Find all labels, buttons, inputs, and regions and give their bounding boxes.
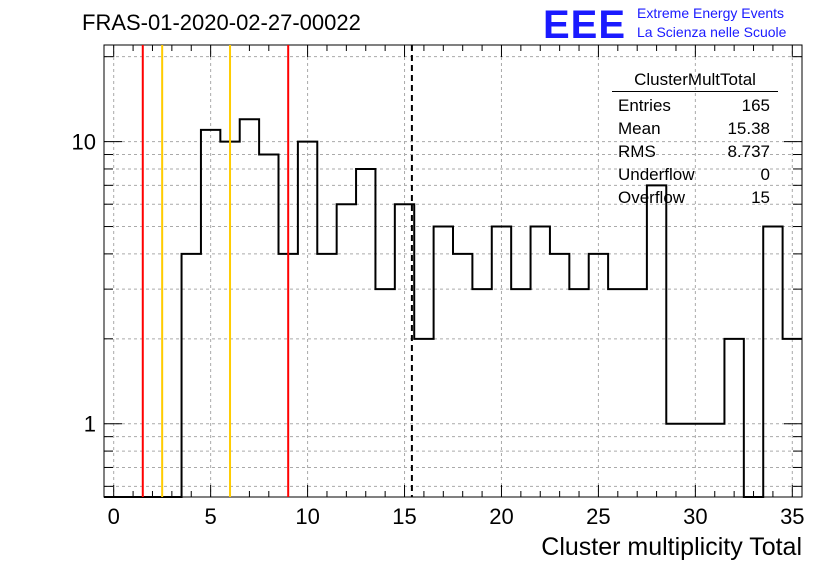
- histogram-series: [104, 118, 802, 498]
- stats-title: ClusterMultTotal: [612, 70, 778, 92]
- stats-row-underflow: Underflow 0: [612, 163, 778, 186]
- x-tick-label: 30: [683, 504, 707, 529]
- stats-label: Entries: [618, 96, 671, 115]
- stats-label: Overflow: [618, 188, 686, 207]
- y-tick-label: 10: [72, 130, 96, 155]
- stats-row-entries: Entries 165: [612, 94, 778, 117]
- x-tick-label: 10: [295, 504, 319, 529]
- stats-value: 0: [760, 165, 770, 184]
- eee-logo: EEE: [543, 3, 627, 47]
- chart-title: FRAS-01-2020-02-27-00022: [82, 10, 361, 35]
- stats-value: 8.737: [727, 142, 770, 161]
- y-tick-label: 1: [84, 412, 96, 437]
- x-tick-label: 35: [780, 504, 804, 529]
- stats-label: Mean: [618, 119, 661, 138]
- x-tick-label: 15: [392, 504, 416, 529]
- stats-row-rms: RMS 8.737: [612, 140, 778, 163]
- x-tick-label: 20: [489, 504, 513, 529]
- x-tick-label: 25: [586, 504, 610, 529]
- x-axis-label: Cluster multiplicity Total: [541, 533, 802, 561]
- stats-label: Underflow: [618, 165, 695, 184]
- stats-value: 165: [741, 96, 770, 115]
- stats-label: RMS: [618, 142, 656, 161]
- stats-box: ClusterMultTotal Entries 165 Mean 15.38 …: [612, 70, 778, 209]
- logo-line-2: La Scienza nelle Scuole: [637, 24, 787, 40]
- stats-row-mean: Mean 15.38: [612, 117, 778, 140]
- x-tick-label: 0: [108, 504, 120, 529]
- stats-value: 15.38: [727, 119, 770, 138]
- logo-line-1: Extreme Energy Events: [637, 5, 785, 21]
- x-tick-label: 5: [205, 504, 217, 529]
- stats-row-overflow: Overflow 15: [612, 186, 778, 209]
- plot-frame: [103, 44, 803, 498]
- stats-value: 15: [751, 188, 770, 207]
